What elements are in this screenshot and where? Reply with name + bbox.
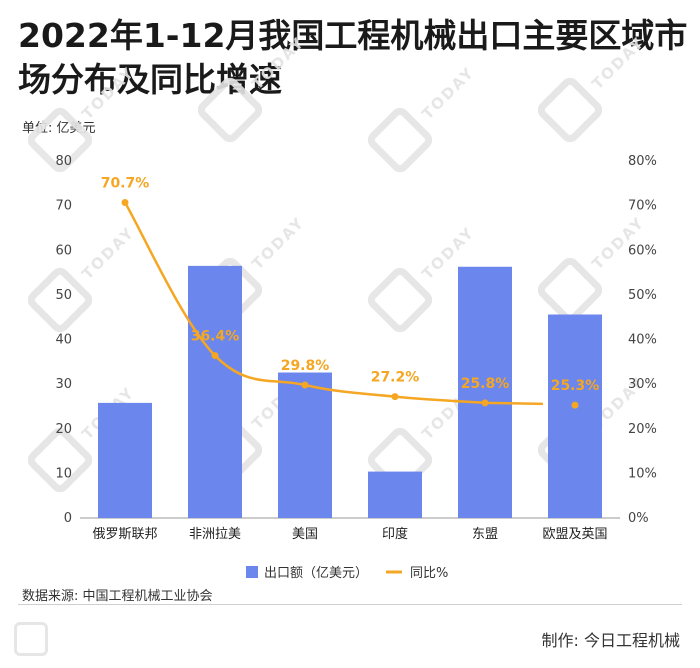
x-category-label: 东盟: [472, 527, 498, 542]
y-left-tick-label: 20: [55, 422, 72, 437]
watermark-text: TODAY: [78, 63, 138, 123]
watermark-logo-shape: [537, 257, 603, 323]
x-category-label: 印度: [382, 526, 408, 542]
chart-title: 2022年1-12月我国工程机械出口主要区域市场分布及同比增速: [18, 16, 688, 99]
line-point: [391, 393, 399, 401]
y-right-tick-label: 0%: [628, 511, 649, 526]
watermark-logo: TODAY: [537, 33, 648, 143]
watermark-logo: TODAY: [27, 223, 138, 333]
x-category-label: 俄罗斯联邦: [92, 527, 157, 542]
y-left-tick-label: 70: [55, 199, 72, 214]
legend-bar-label: 出口额（亿美元）: [264, 566, 368, 581]
line-data-label: 70.7%: [101, 176, 150, 192]
y-left-tick-label: 10: [55, 466, 72, 481]
watermark-logo-shape: [27, 107, 93, 173]
watermark-logo-shape: [537, 77, 603, 143]
line-data-label: 36.4%: [191, 329, 240, 345]
data-source: 数据来源: 中国工程机械工业协会: [22, 589, 213, 604]
line-path: [123, 201, 544, 406]
bar: [548, 314, 602, 518]
axes: 0 10 20 30 40 50 60 70 80 0% 10% 20% 30% 40% 50% 60% 70%…: [55, 154, 656, 542]
watermark-text: TODAY: [588, 33, 648, 93]
bar: [188, 265, 242, 518]
watermark-logo-shape: [27, 267, 93, 333]
line-data-label: 25.8%: [461, 376, 510, 392]
watermark-logo: TODAY: [197, 33, 308, 143]
bar: [278, 372, 332, 518]
watermark-logo: TODAY: [537, 213, 648, 323]
legend-line-label: 同比%: [410, 566, 448, 581]
legend: 出口额（亿美元） 同比%: [246, 566, 448, 581]
y-right-tick-label: 60%: [628, 243, 657, 258]
y-left-tick-label: 0: [64, 511, 72, 526]
y-left-tick-label: 50: [55, 288, 72, 303]
y-left-tick-label: 80: [55, 154, 72, 169]
watermark-logo: TODAY: [367, 63, 478, 173]
y-right-tick-label: 10%: [628, 466, 657, 481]
y-right-tick-label: 50%: [628, 288, 657, 303]
line-data-label: 29.8%: [281, 358, 330, 374]
watermark-logo-shape: [27, 427, 93, 493]
line-point: [211, 352, 219, 360]
line-series: 70.7% 36.4% 29.8% 27.2% 25.8% 25.3%: [101, 176, 600, 409]
bar-series: [98, 265, 602, 518]
line-point: [481, 399, 489, 407]
watermark-logo: TODAY: [27, 63, 138, 173]
watermark-logo-shape: [197, 77, 263, 143]
x-category-label: 欧盟及英国: [542, 527, 607, 542]
y-right-tick-label: 80%: [628, 154, 657, 169]
line-point: [121, 199, 129, 207]
bar: [458, 266, 512, 518]
y-left-tick-label: 30: [55, 377, 72, 392]
footer-divider: [18, 604, 682, 605]
y-left-tick-label: 60: [55, 243, 72, 258]
bar: [98, 402, 152, 518]
line-point: [571, 401, 579, 409]
line-data-label: 27.2%: [371, 370, 420, 386]
y-right-tick-label: 30%: [628, 377, 657, 392]
watermark-logo-shape: [367, 107, 433, 173]
watermark-text: TODAY: [78, 223, 138, 283]
maker-credit: 制作: 今日工程机械: [541, 631, 680, 650]
line-point: [301, 381, 309, 389]
line-data-label: 25.3%: [551, 378, 600, 394]
y-left-tick-label: 40: [55, 333, 72, 348]
y-right-tick-label: 40%: [628, 333, 657, 348]
x-category-label: 美国: [292, 527, 318, 542]
bar: [368, 471, 422, 518]
today-logo-watermark-icon: [14, 622, 48, 656]
x-category-label: 非洲拉美: [189, 527, 241, 542]
legend-bar-swatch: [246, 566, 258, 578]
watermark-logo-shape: [367, 267, 433, 333]
watermark-text: TODAY: [248, 33, 308, 93]
y-right-tick-label: 70%: [628, 199, 657, 214]
watermark-text: TODAY: [248, 213, 308, 273]
watermark-text: TODAY: [418, 63, 478, 123]
y-right-tick-label: 20%: [628, 422, 657, 437]
